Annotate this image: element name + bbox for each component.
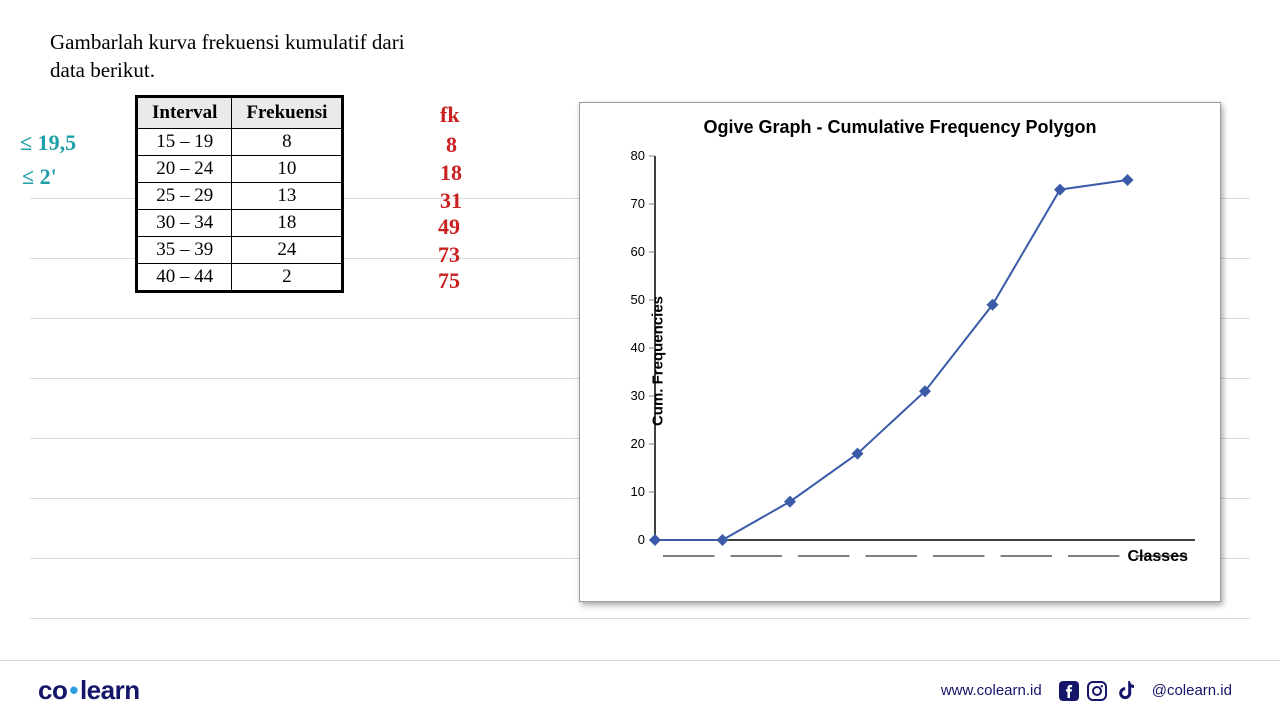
instagram-icon[interactable] [1086, 680, 1108, 702]
svg-text:20: 20 [631, 436, 645, 451]
table-cell: 8 [232, 129, 342, 156]
handwritten-fk-label: fk [440, 102, 460, 128]
svg-text:60: 60 [631, 244, 645, 259]
svg-text:0: 0 [638, 532, 645, 547]
table-row: 20 – 2410 [138, 156, 342, 183]
table-row: 30 – 3418 [138, 210, 342, 237]
site-url[interactable]: www.colearn.id [941, 682, 1042, 699]
ogive-chart: 0 10 20 30 40 50 60 70 80 [580, 146, 1222, 576]
table-cell: 13 [232, 183, 342, 210]
table-cell: 24 [232, 237, 342, 264]
svg-text:70: 70 [631, 196, 645, 211]
y-axis-label: Cum. Frequencies [650, 281, 667, 441]
table-header-interval: Interval [138, 98, 232, 129]
handwritten-fk-3: 31 [440, 188, 462, 214]
svg-text:40: 40 [631, 340, 645, 355]
logo-learn: learn [80, 675, 140, 705]
colearn-logo: co•learn [38, 675, 140, 706]
question-prompt: Gambarlah kurva frekuensi kumulatif dari… [50, 28, 410, 85]
ogive-chart-panel: Ogive Graph - Cumulative Frequency Polyg… [579, 102, 1221, 602]
table-cell: 30 – 34 [138, 210, 232, 237]
handwritten-fk-4: 49 [438, 214, 460, 240]
svg-text:80: 80 [631, 148, 645, 163]
handwritten-boundary-2: ≤ 2' [22, 164, 57, 190]
tiktok-icon[interactable] [1114, 680, 1136, 702]
table-row: 40 – 442 [138, 264, 342, 291]
table-row: 35 – 3924 [138, 237, 342, 264]
social-handle[interactable]: @colearn.id [1152, 682, 1232, 699]
logo-dot-icon: • [69, 675, 78, 705]
svg-text:50: 50 [631, 292, 645, 307]
logo-co: co [38, 675, 67, 705]
chart-title: Ogive Graph - Cumulative Frequency Polyg… [580, 103, 1220, 146]
footer-bar: co•learn www.colearn.id @colearn.id [0, 660, 1280, 720]
table-cell: 25 – 29 [138, 183, 232, 210]
handwritten-fk-5: 73 [438, 242, 460, 268]
frequency-table: Interval Frekuensi 15 – 19820 – 241025 –… [135, 95, 344, 293]
table-row: 15 – 198 [138, 129, 342, 156]
handwritten-fk-2: 18 [440, 160, 462, 186]
table-cell: 35 – 39 [138, 237, 232, 264]
svg-text:10: 10 [631, 484, 645, 499]
handwritten-fk-1: 8 [446, 132, 457, 158]
x-axis-label: Classes [1128, 548, 1189, 566]
table-cell: 40 – 44 [138, 264, 232, 291]
table-cell: 10 [232, 156, 342, 183]
table-cell: 2 [232, 264, 342, 291]
svg-text:30: 30 [631, 388, 645, 403]
table-cell: 15 – 19 [138, 129, 232, 156]
facebook-icon[interactable] [1058, 680, 1080, 702]
handwritten-fk-6: 75 [438, 268, 460, 294]
table-cell: 20 – 24 [138, 156, 232, 183]
table-row: 25 – 2913 [138, 183, 342, 210]
table-header-frekuensi: Frekuensi [232, 98, 342, 129]
table-cell: 18 [232, 210, 342, 237]
handwritten-boundary-1: ≤ 19,5 [20, 130, 76, 156]
